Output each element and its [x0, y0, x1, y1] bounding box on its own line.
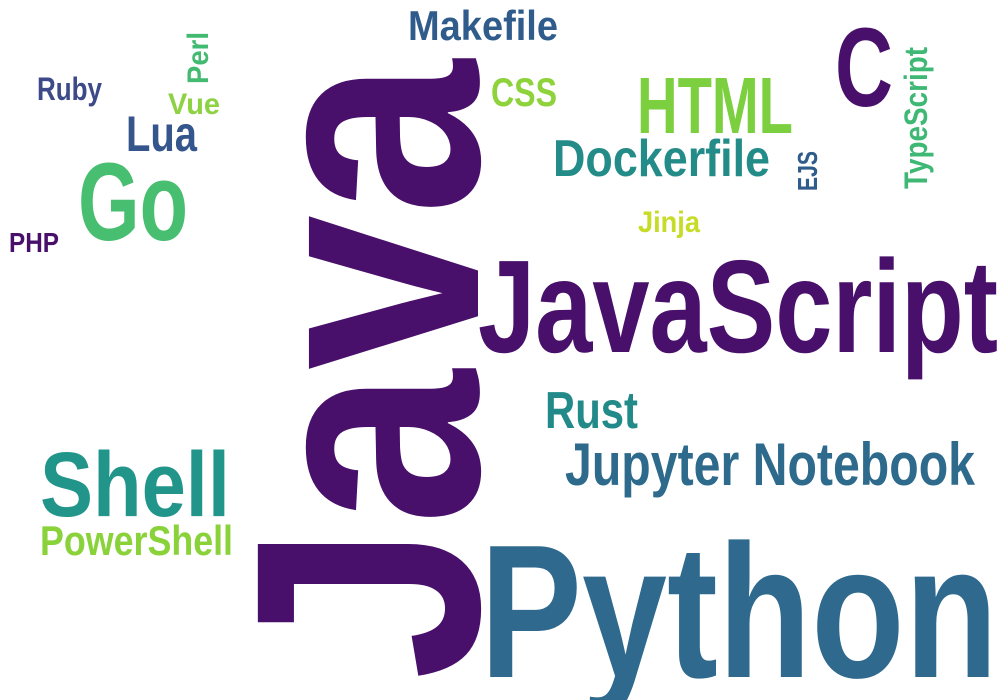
word-html: HTML — [637, 61, 793, 150]
word-perl: Perl — [182, 32, 215, 84]
word-jupyter-notebook: Jupyter Notebook — [565, 431, 976, 498]
word-lua: Lua — [126, 106, 198, 162]
word-shell: Shell — [40, 434, 230, 536]
word-jinja: Jinja — [638, 206, 700, 239]
word-rust: Rust — [545, 382, 638, 440]
word-ejs: EJS — [792, 151, 823, 191]
word-python: Python — [480, 506, 998, 700]
word-css: CSS — [491, 71, 557, 115]
word-javascript: JavaScript — [478, 233, 998, 380]
word-php: PHP — [9, 227, 59, 258]
word-go: Go — [78, 141, 188, 264]
word-typescript: TypeScript — [898, 47, 934, 189]
word-ruby: Ruby — [37, 71, 102, 107]
word-c: C — [835, 5, 893, 130]
word-vue: Vue — [168, 88, 220, 121]
word-powershell: PowerShell — [40, 517, 233, 564]
word-java: Java — [188, 58, 546, 680]
word-makefile: Makefile — [408, 2, 558, 49]
word-dockerfile: Dockerfile — [553, 130, 770, 188]
